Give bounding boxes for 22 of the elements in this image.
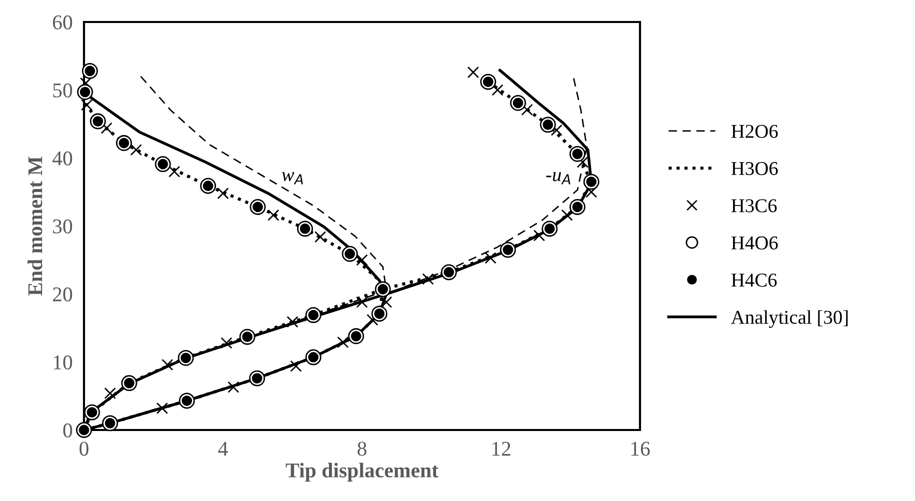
legend-label: H3C6: [731, 199, 777, 212]
y-tick-label: 10: [54, 355, 72, 370]
x-tick-label: 12: [492, 442, 510, 456]
y-tick-label: 30: [53, 219, 72, 234]
legend-label: H3O6: [731, 162, 778, 176]
y-tick-label: 60: [52, 15, 72, 30]
y-tick-label: 40: [52, 151, 72, 166]
y-tick-label: 50: [53, 83, 72, 98]
annotation: w$_{A}$: [282, 172, 303, 184]
legend-label: H2O6: [731, 124, 778, 138]
x-tick-label: 4: [218, 442, 228, 456]
x-tick-label: 0: [80, 442, 88, 456]
y-tick-label: 0: [63, 423, 72, 438]
annotation: -u$_{A}$: [546, 172, 570, 184]
legend-label: Analytical [30]: [731, 310, 848, 328]
legend-label: H4C6: [731, 274, 777, 287]
x-tick-label: 16: [631, 442, 650, 456]
x-axis-title: Tip displacement: [286, 462, 438, 482]
legend-label: H4O6: [731, 236, 778, 250]
x-tick-label: 8: [358, 442, 366, 456]
y-tick-label: 20: [52, 287, 72, 302]
y-axis-title: End moment M: [28, 156, 42, 296]
